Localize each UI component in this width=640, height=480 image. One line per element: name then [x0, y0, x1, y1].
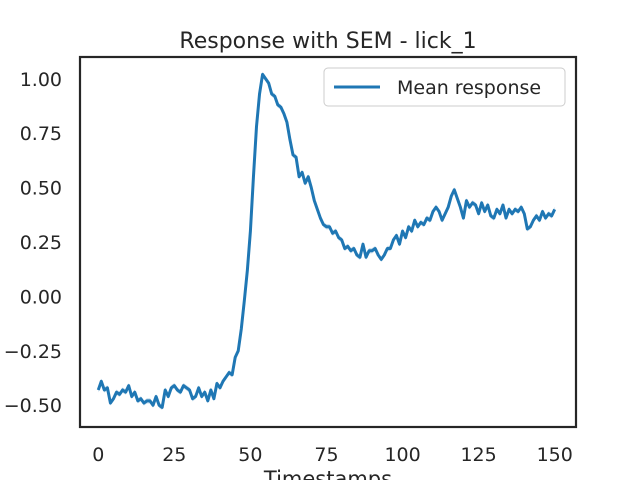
x-tick-label: 0	[92, 444, 104, 466]
series-layer	[96, 71, 557, 411]
y-tick-label: 0.50	[20, 178, 62, 200]
chart-title: Response with SEM - lick_1	[179, 29, 476, 54]
y-tick-label: 0.00	[20, 286, 62, 308]
x-tick-label: 50	[238, 444, 262, 466]
y-tick-labels: 1.00 0.75 0.50 0.25 0.00 −0.25 −0.50	[4, 69, 62, 417]
y-tick-label: −0.50	[4, 395, 62, 417]
x-axis-label: Timestamps	[263, 467, 392, 480]
x-tick-labels: 0 25 50 75 100 125 150	[92, 444, 573, 466]
legend-label-mean-response: Mean response	[397, 77, 541, 99]
x-tick-label: 75	[314, 444, 338, 466]
x-tick-label: 100	[384, 444, 420, 466]
legend: Mean response	[323, 67, 566, 107]
y-tick-label: 0.75	[20, 123, 62, 145]
x-tick-label: 125	[460, 444, 496, 466]
y-tick-label: 0.25	[20, 232, 62, 254]
x-tick-label: 150	[537, 444, 573, 466]
y-tick-label: 1.00	[20, 69, 62, 91]
legend-box	[323, 67, 566, 107]
x-tick-label: 25	[162, 444, 186, 466]
y-tick-label: −0.25	[4, 341, 62, 363]
series-line-mean-response	[96, 72, 557, 409]
plot-frame	[78, 55, 578, 429]
